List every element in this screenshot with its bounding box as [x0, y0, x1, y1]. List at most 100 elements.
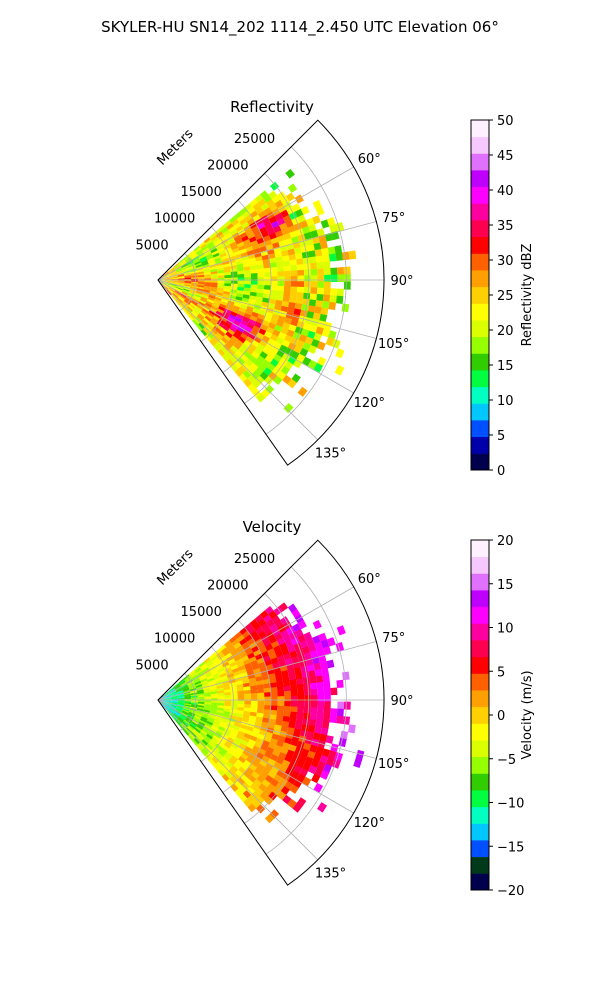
- reflectivity-gate: [190, 286, 198, 290]
- velocity-colorbar-label: Velocity (m/s): [520, 670, 535, 759]
- reflectivity-gate: [288, 253, 297, 261]
- reflectivity-gate: [200, 329, 208, 337]
- reflectivity-gate: [323, 261, 331, 269]
- reflectivity-gate: [249, 362, 259, 372]
- velocity-gate: [223, 664, 231, 671]
- velocity-gate: [242, 749, 251, 757]
- velocity-gate: [249, 618, 259, 627]
- velocity-gate: [221, 733, 229, 740]
- reflectivity-gate: [220, 346, 228, 354]
- velocity-gate: [227, 748, 235, 756]
- velocity-gate: [168, 707, 175, 712]
- reflectivity-gate: [162, 284, 167, 291]
- reflectivity-gate: [294, 208, 304, 218]
- velocity-gate: [242, 714, 250, 720]
- reflectivity-gate: [316, 293, 324, 302]
- velocity-gate: [210, 691, 218, 695]
- velocity-gate: [277, 701, 285, 707]
- reflectivity-gate: [197, 285, 205, 288]
- velocity-gate: [217, 695, 225, 699]
- reflectivity-gate: [267, 338, 276, 347]
- velocity-gate: [337, 701, 345, 710]
- velocity-gate: [286, 727, 295, 735]
- velocity-gate: [224, 640, 232, 648]
- reflectivity-gate: [309, 262, 318, 270]
- velocity-gate: [166, 709, 172, 716]
- velocity-gate: [228, 758, 236, 766]
- velocity-gate: [256, 684, 264, 690]
- velocity-gate: [244, 704, 251, 709]
- reflectivity-gate: [275, 362, 285, 372]
- velocity-gate: [204, 696, 212, 699]
- velocity-gate: [197, 701, 205, 705]
- reflectivity-gate: [244, 242, 252, 249]
- reflectivity-gate: [215, 341, 224, 350]
- velocity-gate: [230, 691, 238, 696]
- velocity-gate: [211, 747, 219, 755]
- reflectivity-gate: [262, 293, 271, 299]
- velocity-gate: [262, 678, 270, 685]
- velocity-gate: [167, 708, 174, 714]
- reflectivity-gate: [302, 298, 310, 306]
- velocity-gate: [295, 672, 303, 680]
- reflectivity-colorbar-swatch: [471, 353, 489, 371]
- velocity-gate: [189, 710, 196, 715]
- velocity-gate: [257, 696, 265, 702]
- velocity-gate: [208, 653, 216, 660]
- reflectivity-gate: [232, 305, 240, 311]
- velocity-gate: [222, 661, 230, 668]
- reflectivity-gate: [198, 254, 206, 260]
- reflectivity-gate: [243, 312, 252, 320]
- velocity-gate: [223, 763, 231, 772]
- velocity-colorbar-swatch: [471, 806, 489, 824]
- velocity-gate: [237, 700, 245, 705]
- reflectivity-colorbar-swatch: [471, 303, 489, 321]
- reflectivity-gate: [226, 223, 234, 230]
- velocity-gate: [266, 746, 275, 755]
- reflectivity-gate: [229, 355, 238, 364]
- reflectivity-gate: [317, 274, 325, 282]
- reflectivity-gate: [273, 341, 282, 350]
- velocity-gate: [210, 725, 219, 731]
- velocity-gate: [190, 702, 198, 706]
- reflectivity-gate: [237, 310, 246, 317]
- reflectivity-gate: [290, 270, 298, 277]
- velocity-gate: [197, 694, 205, 698]
- reflectivity-gate: [205, 253, 213, 259]
- reflectivity-gate: [248, 332, 257, 341]
- velocity-gate: [184, 695, 192, 698]
- velocity-gate: [170, 691, 177, 696]
- velocity-gate: [250, 685, 258, 691]
- reflectivity-gate: [209, 339, 217, 347]
- reflectivity-gate: [262, 297, 270, 304]
- reflectivity-gate: [268, 253, 276, 260]
- reflectivity-title: Reflectivity: [230, 98, 314, 116]
- reflectivity-gate: [263, 207, 273, 216]
- reflectivity-gate: [243, 266, 251, 271]
- velocity-gate: [268, 718, 277, 725]
- reflectivity-gate: [174, 291, 180, 296]
- reflectivity-gate: [219, 316, 228, 323]
- reflectivity-gate: [164, 275, 171, 278]
- reflectivity-gate: [192, 257, 200, 263]
- velocity-gate: [169, 691, 177, 695]
- reflectivity-gate: [266, 198, 275, 208]
- velocity-gate: [164, 698, 172, 700]
- velocity-gate: [204, 724, 212, 730]
- velocity-gate: [261, 740, 270, 748]
- reflectivity-gate: [225, 341, 234, 349]
- reflectivity-gate: [312, 312, 321, 321]
- reflectivity-gate: [198, 301, 206, 307]
- reflectivity-gate: [171, 277, 178, 279]
- velocity-gate: [211, 756, 219, 765]
- reflectivity-gate: [183, 309, 190, 316]
- velocity-gate: [218, 759, 226, 767]
- velocity-gate: [204, 702, 212, 705]
- reflectivity-gate: [218, 305, 226, 312]
- reflectivity-gate: [204, 272, 211, 276]
- reflectivity-colorbar-swatch: [471, 370, 489, 388]
- reflectivity-gate: [201, 294, 209, 299]
- reflectivity-gate: [282, 374, 292, 385]
- velocity-gate: [289, 784, 299, 794]
- reflectivity-gate: [213, 343, 221, 352]
